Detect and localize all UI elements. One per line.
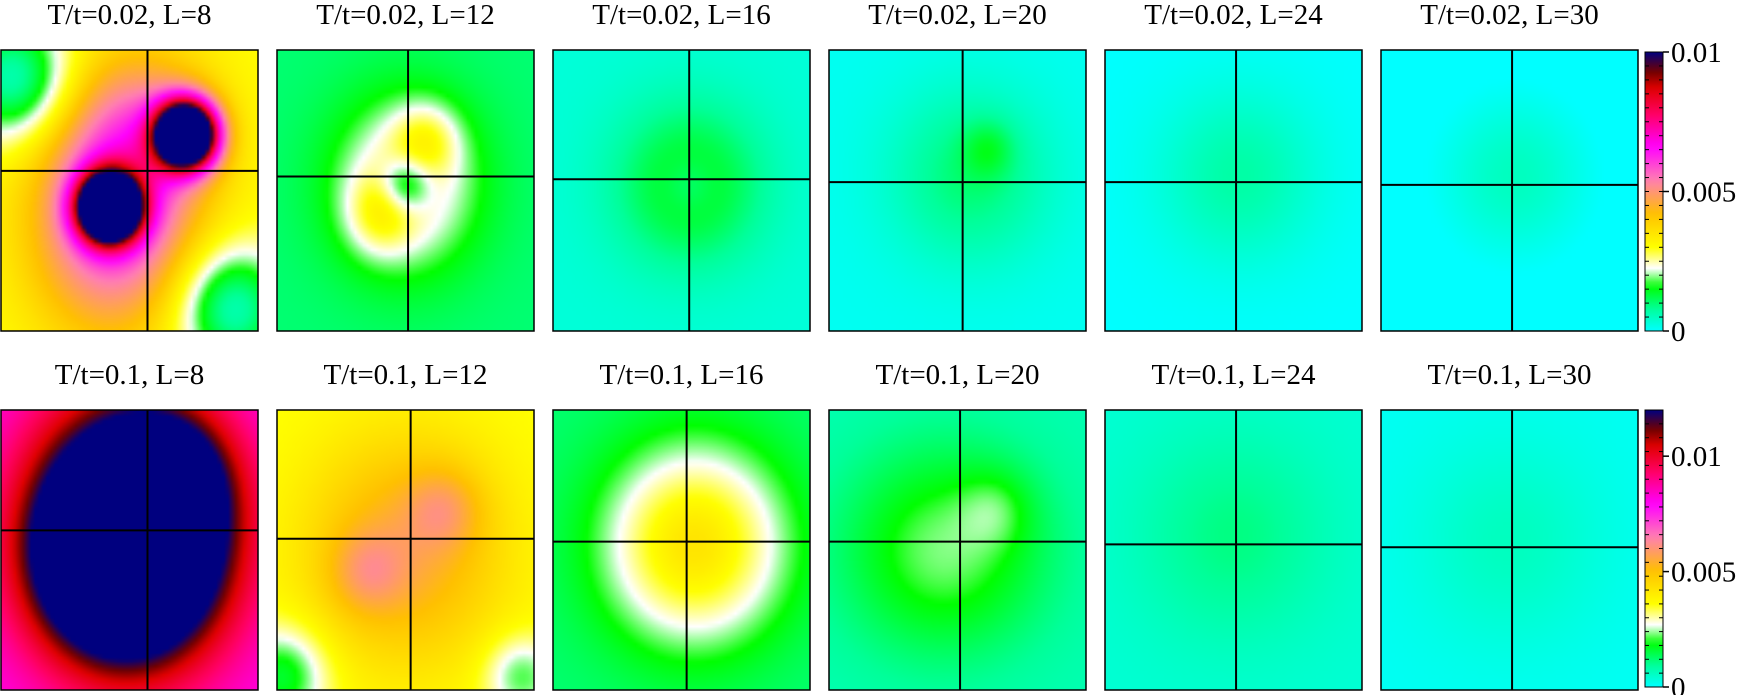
heatmap-panel: T/t=0.1, L=12 [276, 359, 535, 691]
colorbar-tick-label: 0.005 [1671, 557, 1736, 589]
heatmap-image [277, 410, 534, 690]
panel-frame [276, 49, 535, 332]
panel-frame [552, 409, 811, 691]
panel-frame [1380, 49, 1639, 332]
heatmap-panel: T/t=0.1, L=20 [828, 359, 1087, 691]
panel-title: T/t=0.02, L=20 [868, 0, 1047, 31]
panel-frame [828, 409, 1087, 691]
panel-title: T/t=0.02, L=8 [47, 0, 211, 31]
panel-title: T/t=0.02, L=16 [592, 0, 771, 31]
heatmap-panel: T/t=0.1, L=8 [0, 359, 259, 691]
panel-frame [552, 49, 811, 332]
panel-title: T/t=0.1, L=20 [875, 359, 1039, 391]
panel-title: T/t=0.1, L=30 [1427, 359, 1591, 391]
colorbar-tick-label: 0 [1671, 672, 1686, 695]
colorbars: 0.01 0.005 0 0.01 0.005 0 [1644, 37, 1736, 695]
heatmap-panel: T/t=0.02, L=12 [276, 0, 535, 332]
heatmap-panel: T/t=0.1, L=30 [1380, 359, 1639, 691]
heatmap-image [829, 50, 1086, 331]
heatmap-panel: T/t=0.02, L=8 [0, 0, 259, 332]
panel-title: T/t=0.02, L=12 [316, 0, 495, 31]
heatmap-panel: T/t=0.02, L=24 [1104, 0, 1363, 332]
panel-frame [1104, 409, 1363, 691]
colorbar: 0.01 0.005 0 [1644, 409, 1736, 695]
heatmap-image [553, 50, 810, 331]
heatmap-image [829, 410, 1086, 690]
heatmap-panel: T/t=0.02, L=30 [1380, 0, 1639, 332]
colorbar-tick-label: 0 [1671, 316, 1686, 348]
panel-frame [276, 409, 535, 691]
heatmap-image [1, 410, 258, 690]
heatmap-panel: T/t=0.02, L=20 [828, 0, 1087, 332]
heatmap-panel: T/t=0.1, L=24 [1104, 359, 1363, 691]
colorbar-tick-label: 0.01 [1671, 441, 1722, 473]
panel-title: T/t=0.02, L=24 [1144, 0, 1323, 31]
heatmap-image [1381, 410, 1638, 690]
heatmap-image [277, 50, 534, 331]
heatmap-panel: T/t=0.02, L=16 [552, 0, 811, 332]
panel-frame [828, 49, 1087, 332]
panel-title: T/t=0.1, L=12 [323, 359, 487, 391]
heatmap-panels: T/t=0.02, L=8 T/t=0.02, L=12 T/t=0.02, L=1… [0, 0, 1639, 691]
panel-frame [1380, 409, 1639, 691]
panel-frame [0, 49, 259, 332]
colorbar-tick-label: 0.01 [1671, 37, 1722, 69]
colorbar: 0.01 0.005 0 [1644, 37, 1736, 348]
panel-title: T/t=0.1, L=16 [599, 359, 763, 391]
panel-title: T/t=0.1, L=24 [1151, 359, 1316, 391]
heatmap-panel: T/t=0.1, L=16 [552, 359, 811, 691]
heatmap-image [553, 410, 810, 690]
panel-title: T/t=0.02, L=30 [1420, 0, 1599, 31]
panel-frame [1104, 49, 1363, 332]
colorbar-tick-label: 0.005 [1671, 177, 1736, 209]
heatmap-image [1, 50, 258, 331]
panel-frame [0, 409, 259, 691]
heatmap-image [1105, 410, 1362, 690]
heatmap-image [1381, 50, 1638, 331]
panel-title: T/t=0.1, L=8 [55, 359, 205, 391]
heatmap-image [1105, 50, 1362, 331]
